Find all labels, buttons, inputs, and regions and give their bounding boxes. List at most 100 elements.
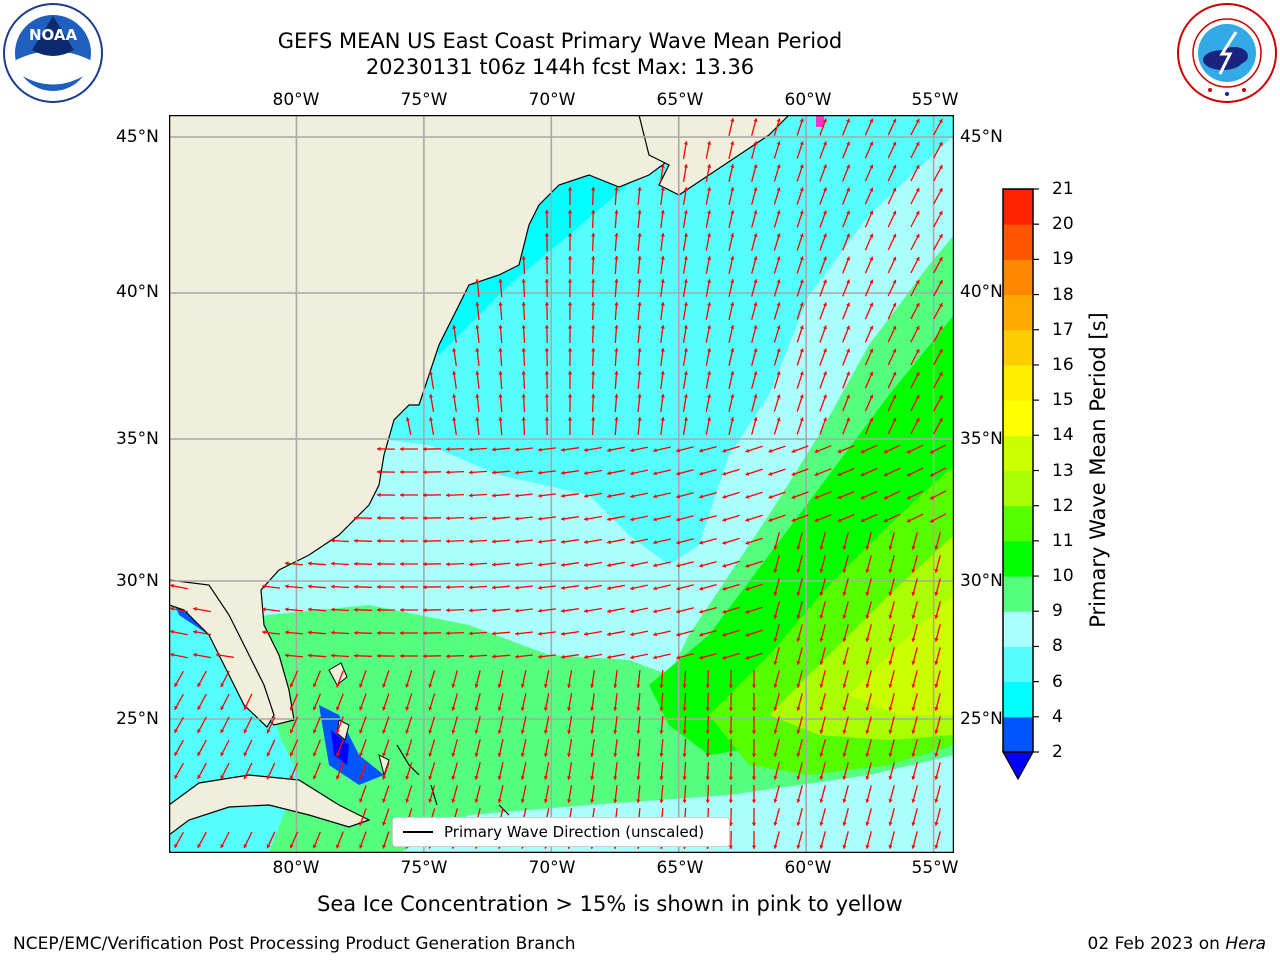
wave-arrow (607, 607, 625, 614)
wave-arrow (699, 629, 717, 637)
wave-arrow (475, 417, 480, 435)
wave-arrow (428, 762, 436, 780)
wave-arrow (751, 279, 758, 297)
wave-arrow (864, 348, 874, 366)
lon-tick-top-75w: 75°W (400, 90, 448, 110)
wave-arrow (520, 785, 527, 803)
colorbar-tick-label: 17 (1052, 319, 1074, 340)
wave-arrow (428, 670, 436, 688)
wave-arrow (705, 715, 710, 735)
wave-arrow (888, 578, 895, 596)
wave-arrow (262, 630, 280, 635)
wave-arrow (796, 532, 803, 550)
wave-arrow (452, 394, 457, 412)
wave-arrow (422, 562, 442, 567)
wave-arrow (544, 209, 549, 229)
wave-arrow (491, 539, 511, 544)
colorbar-tick-label: 10 (1052, 566, 1074, 587)
wave-arrow (796, 762, 803, 780)
wave-arrow (842, 371, 851, 389)
wave-arrow (538, 631, 556, 636)
wave-arrow (911, 739, 918, 757)
wave-arrow (583, 584, 603, 591)
wave-arrow (842, 417, 851, 435)
wave-arrow (819, 348, 827, 366)
footer-machine: Hera (1225, 934, 1266, 954)
colorbar-tick-label: 21 (1052, 179, 1074, 199)
wave-arrow (842, 578, 849, 596)
wave-arrow (751, 739, 757, 757)
wave-arrow (307, 584, 327, 589)
wave-arrow (934, 624, 941, 642)
wave-arrow (382, 670, 390, 688)
wave-arrow (468, 516, 488, 521)
wave-arrow (445, 631, 465, 636)
wave-arrow (819, 210, 827, 228)
wave-arrow (888, 532, 895, 550)
chart-subtitle: 20230131 t06z 144h fcst Max: 13.36 (365, 55, 755, 79)
wave-arrow (842, 555, 849, 573)
wave-arrow (682, 163, 688, 183)
wave-arrow (561, 585, 579, 590)
wave-arrow (445, 654, 465, 659)
wave-arrow (312, 762, 322, 780)
wave-arrow (676, 446, 694, 453)
map-legend: Primary Wave Direction (unscaled) (392, 817, 730, 847)
wave-arrow (911, 716, 918, 734)
wave-arrow (583, 515, 603, 522)
wave-arrow (705, 302, 712, 320)
wave-arrow (567, 186, 573, 206)
wave-arrow (607, 492, 625, 499)
wave-arrow (192, 629, 212, 636)
wave-arrow (911, 578, 918, 596)
wave-arrow (243, 831, 253, 849)
wave-arrow (768, 514, 786, 522)
wave-arrow (497, 785, 504, 803)
wave-arrow (906, 490, 924, 500)
wave-arrow (607, 469, 625, 476)
colorbar (1000, 185, 1050, 785)
wave-arrow (544, 370, 549, 390)
wave-arrow (796, 831, 803, 849)
wave-arrow (422, 493, 442, 498)
wave-arrow (544, 232, 549, 252)
wave-arrow (353, 515, 373, 520)
noaa-logo: NOAA (2, 2, 104, 104)
wave-arrow (653, 538, 671, 545)
colorbar-segment (1003, 364, 1033, 401)
wave-arrow (929, 467, 947, 477)
wave-arrow (359, 831, 367, 849)
wave-arrow (934, 808, 941, 826)
wave-arrow (933, 210, 943, 228)
wave-arrow (474, 693, 481, 711)
wave-arrow (751, 256, 758, 274)
wave-arrow (400, 492, 418, 498)
wave-arrow (751, 233, 758, 251)
wave-arrow (819, 601, 826, 619)
wave-arrow (353, 653, 373, 658)
wave-arrow (400, 584, 418, 590)
wave-arrow (520, 716, 527, 734)
wave-arrow (865, 693, 872, 711)
wave-arrow (607, 630, 625, 637)
wave-arrow (428, 370, 435, 390)
wave-arrow (751, 831, 757, 849)
wave-arrow (773, 716, 780, 734)
wave-arrow (751, 348, 758, 366)
wave-arrow (515, 631, 533, 636)
wave-arrow (751, 693, 757, 711)
wave-arrow (359, 693, 367, 711)
wave-arrow (498, 393, 503, 413)
wave-arrow (428, 693, 436, 711)
wave-arrow (910, 302, 920, 320)
wave-arrow (728, 279, 735, 297)
wave-arrow (933, 325, 943, 343)
wave-arrow (660, 187, 665, 205)
wave-arrow (745, 583, 763, 591)
wave-arrow (591, 186, 596, 206)
wave-arrow (538, 447, 556, 452)
colorbar-tick-label: 14 (1052, 425, 1074, 446)
wave-arrow (515, 562, 533, 567)
wave-arrow (934, 716, 941, 734)
wave-arrow (682, 324, 688, 344)
